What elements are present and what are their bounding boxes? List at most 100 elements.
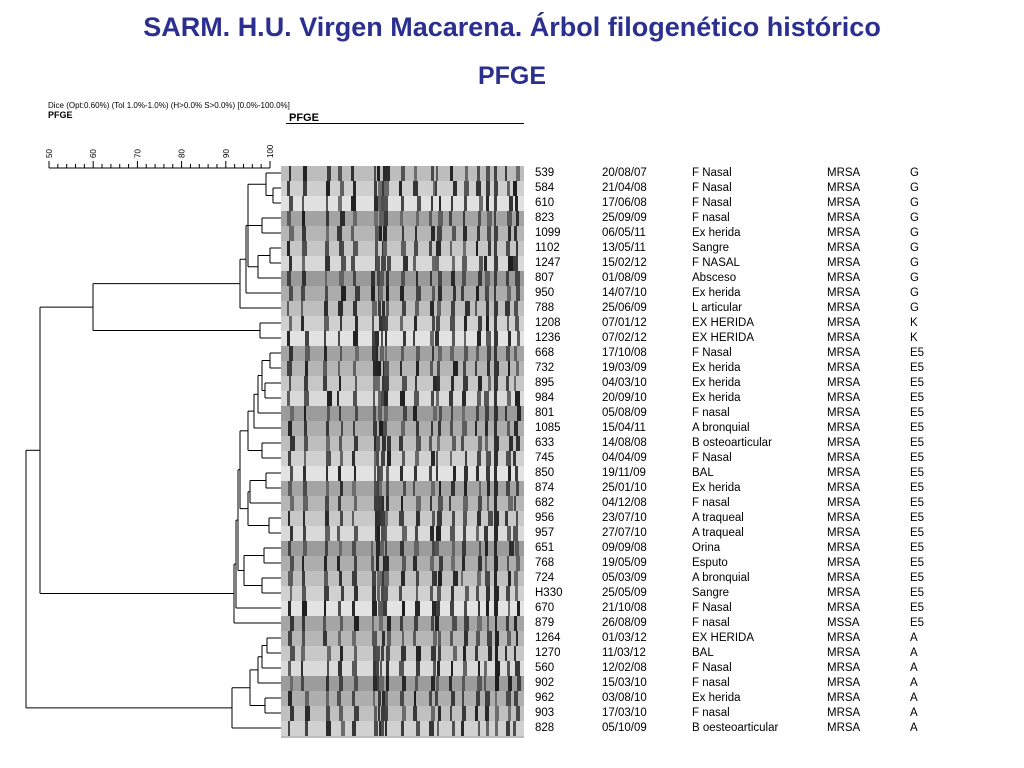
gel-band [450, 241, 452, 256]
gel-band [506, 616, 509, 631]
gel-band [432, 256, 436, 271]
gel-band [384, 571, 389, 586]
gel-band [477, 166, 480, 181]
gel-band [338, 496, 341, 511]
gel-band [323, 616, 326, 631]
gel-band [400, 211, 403, 226]
gel-band [432, 316, 435, 331]
isolate-sample: L articular [692, 302, 743, 314]
gel-band [514, 646, 516, 661]
gel-band [338, 166, 342, 181]
gel-band [416, 436, 421, 451]
gel-band [377, 586, 380, 601]
gel-band [463, 526, 466, 541]
isolate-id: 670 [535, 602, 555, 614]
gel-band [431, 616, 434, 631]
gel-band [326, 226, 329, 241]
gel-band [476, 346, 479, 361]
gel-band [462, 541, 466, 556]
gel-band [487, 481, 490, 496]
gel-band [326, 451, 331, 466]
gel-band [337, 226, 342, 241]
gel-band [449, 496, 451, 511]
gel-lane [281, 316, 524, 331]
isolate-date: 25/05/09 [602, 587, 647, 599]
isolate-sample: B oesteoarticular [692, 722, 779, 734]
gel-band [486, 466, 490, 481]
gel-band [338, 301, 343, 316]
isolate-date: 05/08/09 [602, 407, 647, 419]
gel-band [351, 196, 356, 211]
gel-band [337, 526, 340, 541]
isolate-type: MRSA [827, 407, 861, 419]
isolate-id: 950 [535, 287, 555, 299]
gel-band [385, 691, 388, 706]
gel-band [341, 586, 344, 601]
isolate-pattern: E5 [910, 392, 925, 404]
gel-band [289, 256, 292, 271]
gel-band [436, 316, 440, 331]
gel-band [354, 646, 357, 661]
gel-band [495, 676, 499, 691]
gel-band [354, 556, 357, 571]
gel-band [506, 346, 510, 361]
gel-band [338, 661, 342, 676]
gel-band [386, 286, 389, 301]
gel-band [381, 511, 386, 526]
gel-band [463, 211, 465, 226]
isolate-sample: A bronquial [692, 572, 750, 584]
isolate-sample: EX HERIDA [692, 332, 754, 344]
gel-band [508, 361, 510, 376]
gel-band [379, 616, 383, 631]
gel-band [485, 541, 488, 556]
isolate-date: 15/02/12 [602, 257, 647, 269]
gel-band [385, 526, 387, 541]
isolate-id: 823 [535, 212, 555, 224]
gel-band [416, 496, 421, 511]
isolate-date: 23/07/10 [602, 512, 647, 524]
gel-band [484, 256, 487, 271]
isolate-pattern: E5 [910, 497, 925, 509]
isolate-date: 04/04/09 [602, 452, 647, 464]
isolate-type: MRSA [827, 572, 861, 584]
isolate-date: 05/10/09 [602, 722, 647, 734]
isolate-id: 956 [535, 512, 555, 524]
gel-band [516, 286, 520, 301]
gel-band [376, 451, 379, 466]
gel-band [437, 376, 440, 391]
gel-band [450, 451, 452, 466]
gel-band [509, 196, 513, 211]
gel-band [302, 631, 305, 646]
gel-band [301, 661, 303, 676]
gel-band [452, 331, 455, 346]
gel-band [325, 286, 328, 301]
isolate-type: MRSA [827, 602, 861, 614]
gel-band [385, 721, 387, 736]
gel-band [431, 226, 435, 241]
gel-band [436, 526, 441, 541]
gel-band [289, 346, 293, 361]
gel-band [380, 211, 383, 226]
gel-band [326, 721, 331, 736]
gel-band [494, 586, 499, 601]
gel-band [507, 556, 509, 571]
gel-band [435, 331, 439, 346]
gel-band [463, 511, 467, 526]
gel-band [452, 541, 455, 556]
gel-band [507, 421, 510, 436]
gel-band [438, 496, 443, 511]
gel-lane [281, 286, 524, 301]
gel-band [402, 556, 406, 571]
gel-band [326, 196, 328, 211]
gel-band [373, 676, 378, 691]
gel-band [487, 616, 489, 631]
gel-band [494, 571, 497, 586]
gel-band [463, 361, 466, 376]
gel-band [304, 421, 307, 436]
gel-band [304, 376, 308, 391]
isolate-sample: F Nasal [692, 602, 732, 614]
gel-band [417, 196, 421, 211]
gel-band [339, 706, 343, 721]
gel-band [414, 316, 417, 331]
gel-band [477, 571, 481, 586]
